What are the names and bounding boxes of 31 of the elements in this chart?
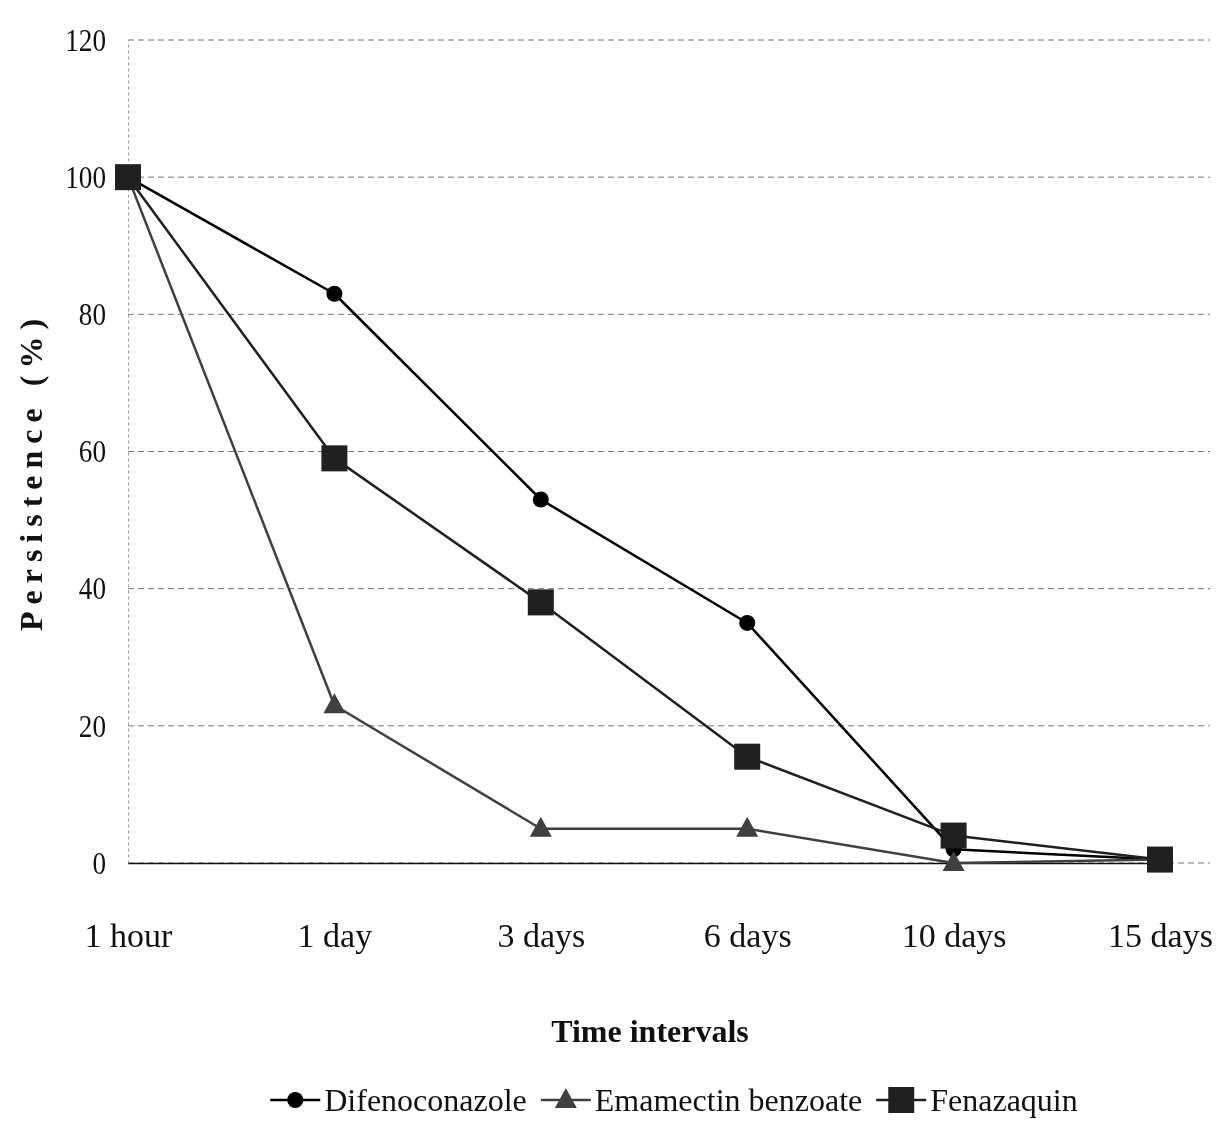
y-axis-title: Persistence (%) [13, 311, 49, 632]
x-tick-label: 10 days [901, 917, 1007, 955]
y-tick-label: 20 [78, 708, 106, 744]
y-tick-label: 40 [78, 571, 106, 606]
legend-label: Fenazaquin [930, 1082, 1078, 1118]
point [1147, 846, 1173, 873]
y-tick-label: 0 [92, 845, 106, 881]
y-tick-label: 60 [78, 434, 106, 469]
point [321, 445, 348, 472]
point [532, 491, 549, 508]
x-tick-label: 6 days [703, 917, 792, 955]
point [734, 743, 761, 770]
point [529, 816, 552, 837]
legend-label: Difenoconazole [324, 1082, 527, 1118]
point [942, 851, 965, 871]
point [115, 164, 141, 191]
point [527, 589, 554, 616]
point [940, 822, 967, 849]
legend-label: Emamectin benzoate [594, 1082, 863, 1118]
y-tick-label: 80 [78, 297, 106, 332]
y-tick-label: 100 [65, 159, 106, 195]
x-tick-label: 3 days [497, 917, 586, 955]
point [739, 614, 756, 631]
x-axis-title: Time intervals [551, 1013, 749, 1049]
x-tick-label: 1 day [297, 917, 373, 955]
point [323, 693, 346, 714]
point [736, 816, 759, 837]
y-tick-label: 120 [65, 22, 106, 58]
x-tick-label: 1 hour [84, 917, 174, 955]
point [326, 285, 343, 302]
x-tick-label: 15 days [1108, 917, 1213, 955]
